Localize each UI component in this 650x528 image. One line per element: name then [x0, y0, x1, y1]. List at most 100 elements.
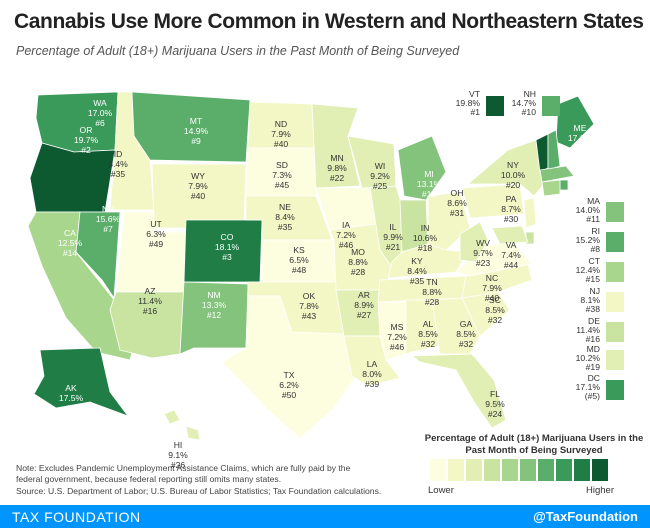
state-ga [431, 297, 481, 355]
state-label-az: AZ 11.4% #16 [138, 286, 162, 316]
swatch-nj [606, 292, 624, 312]
swatch-ri [606, 232, 624, 252]
state-or [29, 142, 116, 213]
state-label-id: ID 8.4% #35 [108, 149, 128, 179]
state-label-mo: MO 8.8% #28 [348, 247, 368, 277]
state-mn [311, 103, 361, 189]
state-nh [547, 129, 561, 171]
state-label-in: IN 10.6% #18 [413, 223, 438, 253]
state-nj [523, 197, 537, 229]
state-label-la: LA 8.0% #39 [362, 359, 382, 389]
state-ak [33, 347, 130, 417]
state-label-wv: WV 9.7% #23 [473, 238, 493, 268]
state-hi [163, 409, 201, 441]
state-label-ks: KS 6.5% #48 [289, 245, 309, 275]
state-ct [541, 179, 561, 197]
swatch-ct [606, 262, 624, 282]
state-label-ar: AR 8.9% #27 [354, 290, 374, 320]
state-nv [75, 211, 121, 300]
footer-bar: TAX FOUNDATION @TaxFoundation [0, 505, 650, 528]
chart-subtitle: Percentage of Adult (18+) Marijuana User… [16, 44, 460, 58]
legend-swatch [502, 459, 518, 481]
state-label-fl: FL 9.5% #24 [485, 389, 505, 419]
state-label-mi: MI 13.1% #13 [417, 169, 442, 199]
state-fl [410, 353, 507, 429]
state-label-mt: MT 14.9% #9 [184, 116, 209, 146]
state-label-wy: WY 7.9% #40 [188, 171, 208, 201]
legend-swatch [466, 459, 482, 481]
state-label-ca: CA 12.5% #14 [58, 228, 83, 258]
footnote: Note: Excludes Pandemic Unemployment Ass… [16, 463, 351, 485]
legend-swatch [520, 459, 536, 481]
state-label-ia: IA 7.2% #46 [336, 220, 356, 250]
state-label-oh: OH 8.6% #31 [447, 188, 467, 218]
callout-ct: CT 12.4% #15 [576, 256, 601, 284]
legend-title: Percentage of Adult (18+) Marijuana User… [424, 433, 644, 457]
legend-low-label: Lower [428, 485, 454, 496]
state-label-nd: ND 7.9% #40 [271, 119, 291, 149]
callout-nh: NH 14.7% #10 [512, 89, 537, 117]
legend-swatch [448, 459, 464, 481]
state-label-ms: MS 7.2% #46 [387, 322, 407, 352]
callout-vt: VT 19.8% #1 [456, 89, 481, 117]
state-label-wa: WA 17.0% #6 [88, 98, 113, 128]
state-nm [179, 281, 249, 355]
footer-handle[interactable]: @TaxFoundation [533, 509, 638, 524]
legend-swatch [574, 459, 590, 481]
state-label-co: CO 18.1% #3 [215, 232, 240, 262]
state-ms [377, 301, 407, 361]
swatch-md [606, 350, 624, 370]
callout-dc: DC 17.1% (#5) [576, 373, 601, 401]
state-ky [387, 243, 469, 279]
state-label-nv: NV 15.6% #7 [96, 204, 121, 234]
legend-high-label: Higher [586, 485, 614, 496]
state-label-il: IL 9.9% #21 [383, 222, 403, 252]
state-label-sd: SD 7.3% #45 [272, 160, 292, 190]
state-label-hi: HI 9.1% #26 [168, 440, 188, 470]
state-al [405, 299, 441, 355]
state-md [491, 225, 529, 245]
state-label-me: ME 17.1% #5 [568, 123, 593, 153]
state-label-ky: KY 8.4% #35 [407, 256, 427, 286]
swatch-vt [486, 96, 504, 116]
us-choropleth-map: WA 17.0% #6OR 19.7% #2 CA 12.5% #14 NV 15.6% #7 ID 8… [28, 89, 624, 481]
chart-title: Cannabis Use More Common in Western and … [14, 10, 644, 33]
swatch-dc [606, 380, 624, 400]
legend-swatch [592, 459, 608, 481]
state-label-ga: GA 8.5% #32 [456, 319, 476, 349]
state-label-nm: NM 13.3% #12 [202, 290, 227, 320]
state-label-nc: NC 7.9% #40 [482, 273, 502, 303]
state-ma [539, 165, 575, 183]
state-label-wi: WI 9.2% #25 [370, 161, 390, 191]
state-wv [459, 221, 489, 263]
state-oh [427, 191, 471, 251]
swatch-nh [542, 96, 560, 116]
swatch-ma [606, 202, 624, 222]
state-label-sc: SC 8.5% #32 [485, 295, 505, 325]
state-label-ut: UT 6.3% #49 [146, 219, 166, 249]
swatch-de [606, 322, 624, 342]
state-label-mn: MN 9.8% #22 [327, 153, 347, 183]
state-mt [131, 91, 251, 163]
legend-swatch [484, 459, 500, 481]
legend-swatch [538, 459, 554, 481]
state-label-va: VA 7.4% #44 [501, 240, 521, 270]
state-tx [221, 295, 357, 439]
callout-nj: NJ 8.1% #38 [580, 286, 600, 314]
state-label-ny: NY 10.0% #20 [501, 160, 526, 190]
footer-brand: TAX FOUNDATION [12, 509, 141, 525]
state-mi [397, 135, 447, 201]
state-label-ne: NE 8.4% #35 [275, 202, 295, 232]
state-label-or: OR 19.7% #2 [74, 125, 99, 155]
state-label-tn: TN 8.8% #28 [422, 277, 442, 307]
callout-ma: MA 14.0% #11 [576, 196, 601, 224]
legend-swatch [430, 459, 446, 481]
state-label-al: AL 8.5% #32 [418, 319, 438, 349]
legend-swatch [556, 459, 572, 481]
callout-de: DE 11.4% #16 [576, 316, 600, 344]
state-pa [461, 183, 525, 219]
state-ri [559, 179, 569, 191]
callout-ri: RI 15.2% #8 [576, 226, 601, 254]
state-label-pa: PA 8.7% #30 [501, 194, 521, 224]
state-label-ok: OK 7.8% #43 [299, 291, 319, 321]
